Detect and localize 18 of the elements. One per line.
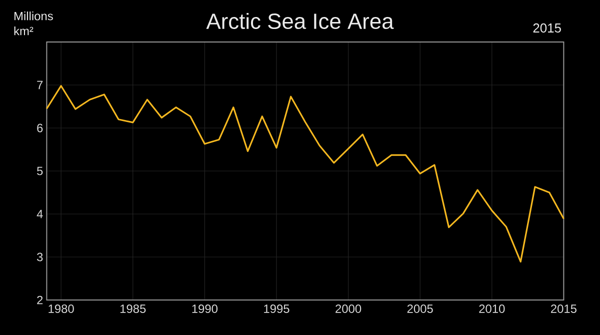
- y-tick-label: 7: [37, 80, 43, 90]
- y-tick-label: 4: [36, 210, 43, 218]
- x-tick-label: 2000: [336, 304, 362, 313]
- y-tick-label: 3: [36, 252, 43, 262]
- y-tick-label: 6: [37, 124, 43, 132]
- line-series: [46, 85, 565, 263]
- y-tick-label: 2: [37, 296, 43, 304]
- y-tick-label: 5: [37, 166, 43, 176]
- chart-title: Arctic Sea Ice Area: [206, 12, 394, 30]
- x-tick-label: 1990: [192, 304, 218, 313]
- y-axis-title: Millions km²: [14, 12, 53, 36]
- x-tick-label: 1985: [120, 304, 146, 313]
- x-tick-label: 2005: [407, 304, 433, 313]
- x-tick-label: 1980: [48, 304, 74, 313]
- x-tick-label: 2010: [479, 304, 505, 313]
- x-tick-label: 2015: [551, 304, 576, 313]
- text: 2015: [533, 23, 561, 33]
- x-tick-label: 1995: [264, 304, 290, 313]
